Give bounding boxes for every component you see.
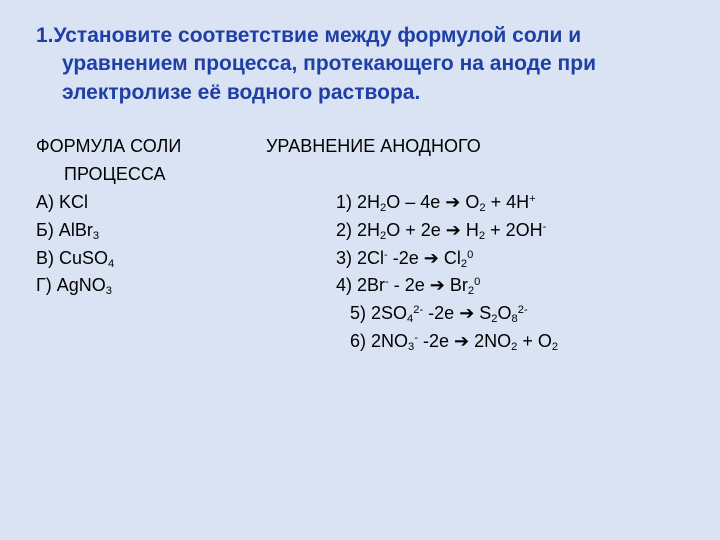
column-headers: ФОРМУЛА СОЛИ УРАВНЕНИЕ АНОДНОГО: [36, 133, 690, 161]
table-row: Б) AlBr32) 2H2O + 2e ➔ H2 + 2OH-: [36, 217, 690, 245]
title-line3: электролизе её водного раствора.: [36, 79, 690, 107]
slide: 1.Установите соответствие между формулой…: [0, 0, 720, 540]
header-left: ФОРМУЛА СОЛИ: [36, 133, 266, 161]
anode-equation: 5) 2SO42- -2e ➔ S2O82-: [36, 300, 690, 328]
anode-equation: 3) 2Cl- -2e ➔ Cl20: [336, 245, 690, 273]
salt-formula: А) KCl: [36, 189, 336, 217]
slide-content: ФОРМУЛА СОЛИ УРАВНЕНИЕ АНОДНОГО ПРОЦЕССА…: [36, 133, 690, 356]
anode-equation: 2) 2H2O + 2e ➔ H2 + 2OH-: [336, 217, 690, 245]
title-line1: Установите соответствие между формулой с…: [54, 24, 582, 47]
salt-formula: Б) AlBr3: [36, 217, 336, 245]
table-row: Г) AgNO3 4) 2Br- - 2e ➔ Br20: [36, 272, 690, 300]
table-row: В) CuSO43) 2Cl- -2e ➔ Cl20: [36, 245, 690, 273]
title-line2: уравнением процесса, протекающего на ано…: [36, 50, 690, 78]
matching-rows: А) KCl1) 2H2O – 4e ➔ O2 + 4H+Б) AlBr32) …: [36, 189, 690, 356]
anode-equation: 4) 2Br- - 2e ➔ Br20: [336, 272, 690, 300]
header-right: УРАВНЕНИЕ АНОДНОГО: [266, 133, 690, 161]
slide-title: 1.Установите соответствие между формулой…: [36, 22, 690, 107]
anode-equation: 6) 2NO3- -2e ➔ 2NO2 + O2: [36, 328, 690, 356]
anode-equation: 1) 2H2O – 4e ➔ O2 + 4H+: [336, 189, 690, 217]
salt-formula: В) CuSO4: [36, 245, 336, 273]
title-number: 1.: [36, 24, 54, 47]
salt-formula: Г) AgNO3: [36, 272, 336, 300]
table-row: А) KCl1) 2H2O – 4e ➔ O2 + 4H+: [36, 189, 690, 217]
header-right-cont: ПРОЦЕССА: [36, 161, 690, 189]
